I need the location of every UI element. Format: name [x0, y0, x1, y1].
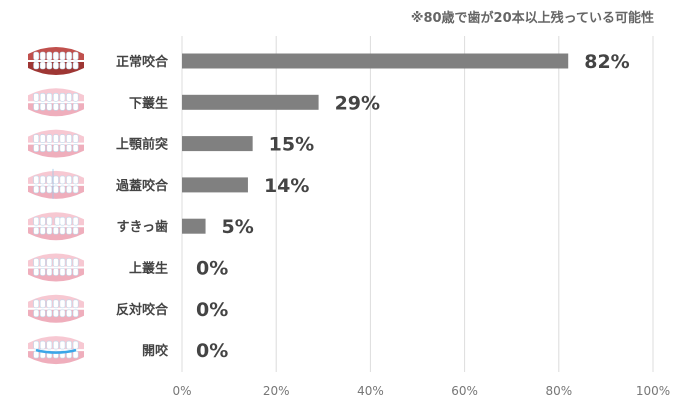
teeth-deep-bite-icon	[28, 168, 84, 199]
teeth-normal-icon	[28, 47, 84, 75]
category-label: 上叢生	[129, 261, 168, 277]
teeth-overjet-icon	[28, 129, 84, 158]
category-label: 上顎前突	[116, 137, 168, 153]
category-label: 過蓋咬合	[115, 178, 169, 194]
teeth-lower-crowding-icon	[28, 88, 84, 117]
x-tick-label: 60%	[451, 384, 478, 398]
category-label: 正常咬合	[116, 54, 169, 70]
x-tick-label: 100%	[636, 384, 670, 398]
data-label: 82%	[584, 51, 629, 73]
teeth-upper-crowding-icon	[28, 253, 84, 282]
teeth-open-bite-icon	[28, 336, 84, 365]
bar	[182, 94, 319, 110]
data-label: 29%	[335, 92, 380, 114]
bar	[182, 136, 253, 152]
x-tick-label: 20%	[263, 384, 290, 398]
category-label: 反対咬合	[116, 302, 169, 318]
chart-annotation: ※80歳で歯が20本以上残っている可能性	[411, 10, 654, 26]
data-label: 0%	[196, 258, 228, 280]
data-label: 0%	[196, 340, 228, 362]
x-tick-label: 0%	[172, 384, 191, 398]
category-label: 開咬	[142, 343, 169, 359]
category-label: すきっ歯	[117, 219, 168, 235]
data-label: 14%	[264, 175, 309, 197]
teeth-crossbite-icon	[28, 294, 84, 323]
category-label: 下叢生	[129, 95, 168, 111]
data-label: 0%	[196, 299, 228, 321]
data-label: 15%	[269, 134, 314, 156]
x-tick-label: 40%	[357, 384, 384, 398]
data-label: 5%	[222, 216, 254, 238]
bar	[182, 53, 569, 69]
bar	[182, 218, 206, 234]
x-tick-label: 80%	[545, 384, 572, 398]
bar	[182, 177, 248, 193]
teeth-gap-icon	[28, 212, 84, 241]
